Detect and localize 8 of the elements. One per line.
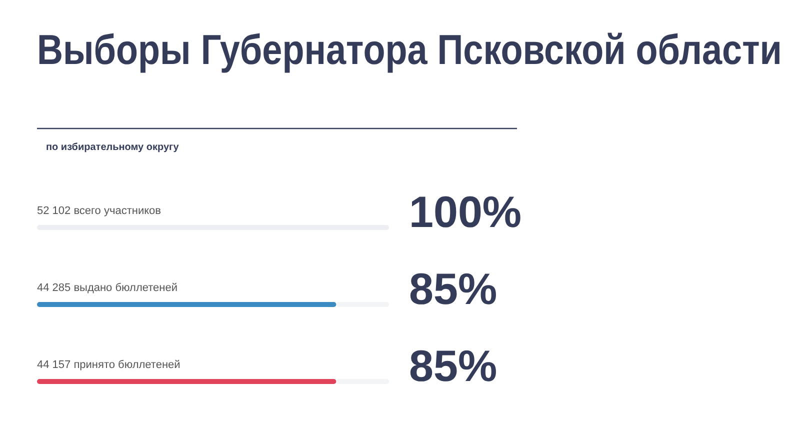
data-label: 85%: [409, 265, 498, 314]
y-tick-label: 44 157 принято бюллетеней: [37, 359, 180, 371]
data-label: 85%: [409, 342, 498, 391]
y-tick-label: 44 285 выдано бюллетеней: [37, 282, 178, 294]
y-tick-label: 52 102 всего участников: [37, 205, 162, 217]
chart-title: Выборы Губернатора Псковской области: [37, 28, 782, 74]
chart-subtitle: по избирательному округу: [46, 142, 180, 153]
data-label: 100%: [409, 188, 522, 237]
